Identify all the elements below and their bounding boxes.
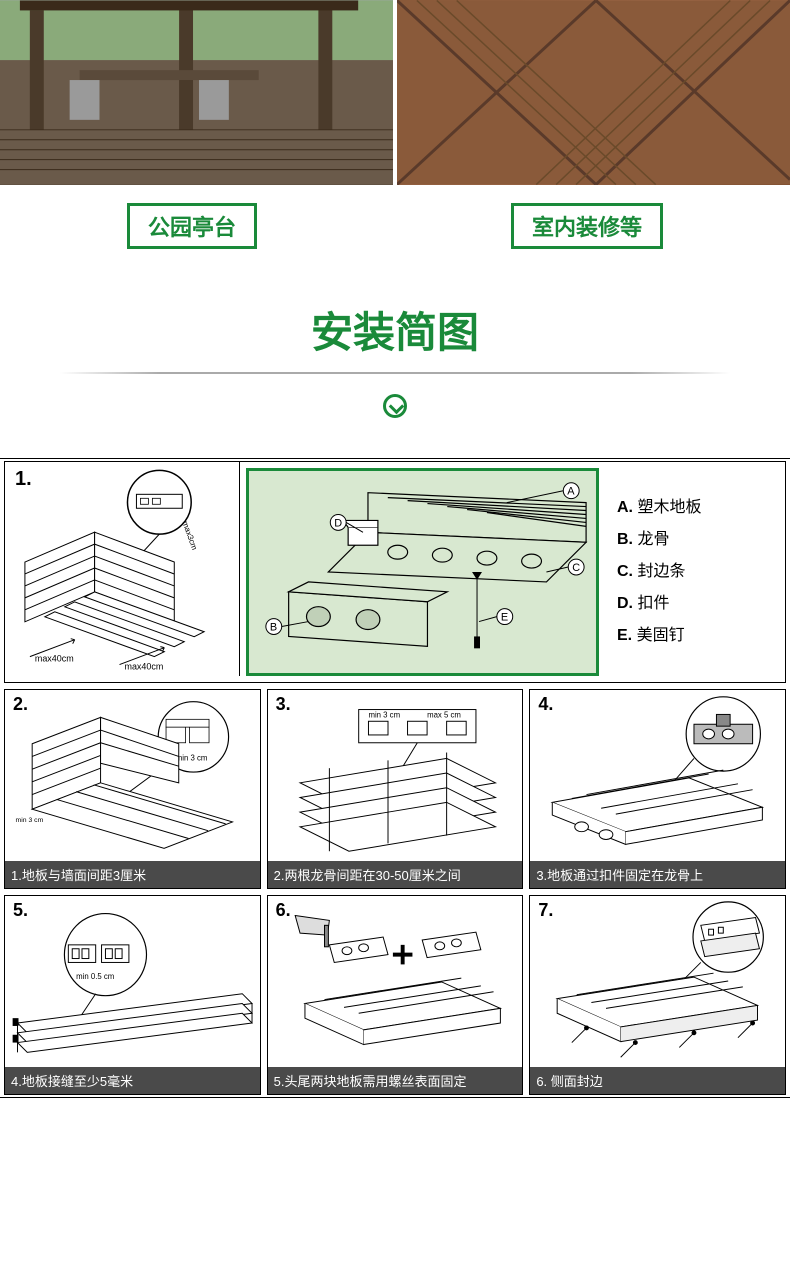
step2-dim: min 3 cm: [16, 817, 44, 824]
step1-green-box: A D C B E: [246, 468, 599, 676]
legend-B: B. 龙骨: [617, 524, 773, 556]
chevron-down-icon: [383, 394, 407, 418]
dim-max3: max3cm: [180, 520, 199, 552]
label-row: 公园亭台 室内装修等: [0, 185, 790, 279]
tiles-sketch: [397, 0, 790, 185]
step3-caption: 2.两根龙骨间距在30-50厘米之间: [268, 861, 523, 888]
step4-cell: 4.: [529, 689, 786, 889]
step3-d1: min 3 cm: [368, 710, 400, 719]
step3-cell: 3. min 3 cm max 5 cm: [267, 689, 524, 889]
step1-left-cell: 1.: [5, 462, 240, 676]
callout-D: D: [334, 517, 342, 529]
step1-left-diagram: max40cm max40cm max3cm: [5, 462, 239, 676]
step7-caption: 6. 侧面封边: [530, 1067, 785, 1094]
step6-diagram: [268, 896, 523, 1067]
legend-C: C. 封边条: [617, 556, 773, 588]
step5-detail: min 0.5 cm: [76, 972, 114, 981]
step1-assembly-diagram: A D C B E: [249, 471, 596, 673]
step5-cell: 5. min 0.5 cm: [4, 895, 261, 1095]
step2-diagram: min 3 cm: [5, 690, 260, 861]
step6-cell: 6.: [267, 895, 524, 1095]
step4-caption: 3.地板通过扣件固定在龙骨上: [530, 861, 785, 888]
title-section: 安装简图: [0, 279, 790, 458]
legend-D: D. 扣件: [617, 588, 773, 620]
step3-diagram: min 3 cm max 5 cm: [268, 690, 523, 861]
callout-E: E: [501, 612, 508, 624]
bottom-spacer: [0, 1098, 790, 1238]
top-photo-row: [0, 0, 790, 185]
title-underline: [60, 372, 730, 374]
step4-diagram: [530, 690, 785, 861]
photo-tiles: [397, 0, 790, 185]
label-left: 公园亭台: [127, 203, 257, 249]
step5-caption: 4.地板接缝至少5毫米: [5, 1067, 260, 1094]
step7-cell: 7.: [529, 895, 786, 1095]
dim-max40-1: max40cm: [35, 654, 74, 664]
dim-max40-2: max40cm: [124, 662, 163, 672]
step2-caption: 1.地板与墙面间距3厘米: [5, 861, 260, 888]
step7-diagram: [530, 896, 785, 1067]
callout-B: B: [270, 621, 277, 633]
legend-A: A. 塑木地板: [617, 492, 773, 524]
diagram-section: 1.: [0, 458, 790, 1098]
step1-mid-cell: A D C B E: [240, 462, 605, 682]
step2-detail: min 3 cm: [176, 753, 208, 762]
step1-row: 1.: [4, 461, 786, 683]
step5-diagram: min 0.5 cm: [5, 896, 260, 1067]
legend-panel: A. 塑木地板 B. 龙骨 C. 封边条 D. 扣件 E. 美固钉: [605, 462, 785, 682]
main-title: 安装简图: [311, 299, 479, 360]
photo-pergola: [0, 0, 393, 185]
steps-grid: 2. min 3 cm: [4, 689, 786, 1095]
label-right: 室内装修等: [511, 203, 663, 249]
callout-A: A: [567, 486, 575, 498]
step3-d2: max 5 cm: [427, 710, 461, 719]
callout-C: C: [572, 562, 580, 574]
legend-E: E. 美固钉: [617, 620, 773, 652]
step2-cell: 2. min 3 cm: [4, 689, 261, 889]
step6-caption: 5.头尾两块地板需用螺丝表面固定: [268, 1067, 523, 1094]
pergola-sketch: [0, 0, 393, 185]
